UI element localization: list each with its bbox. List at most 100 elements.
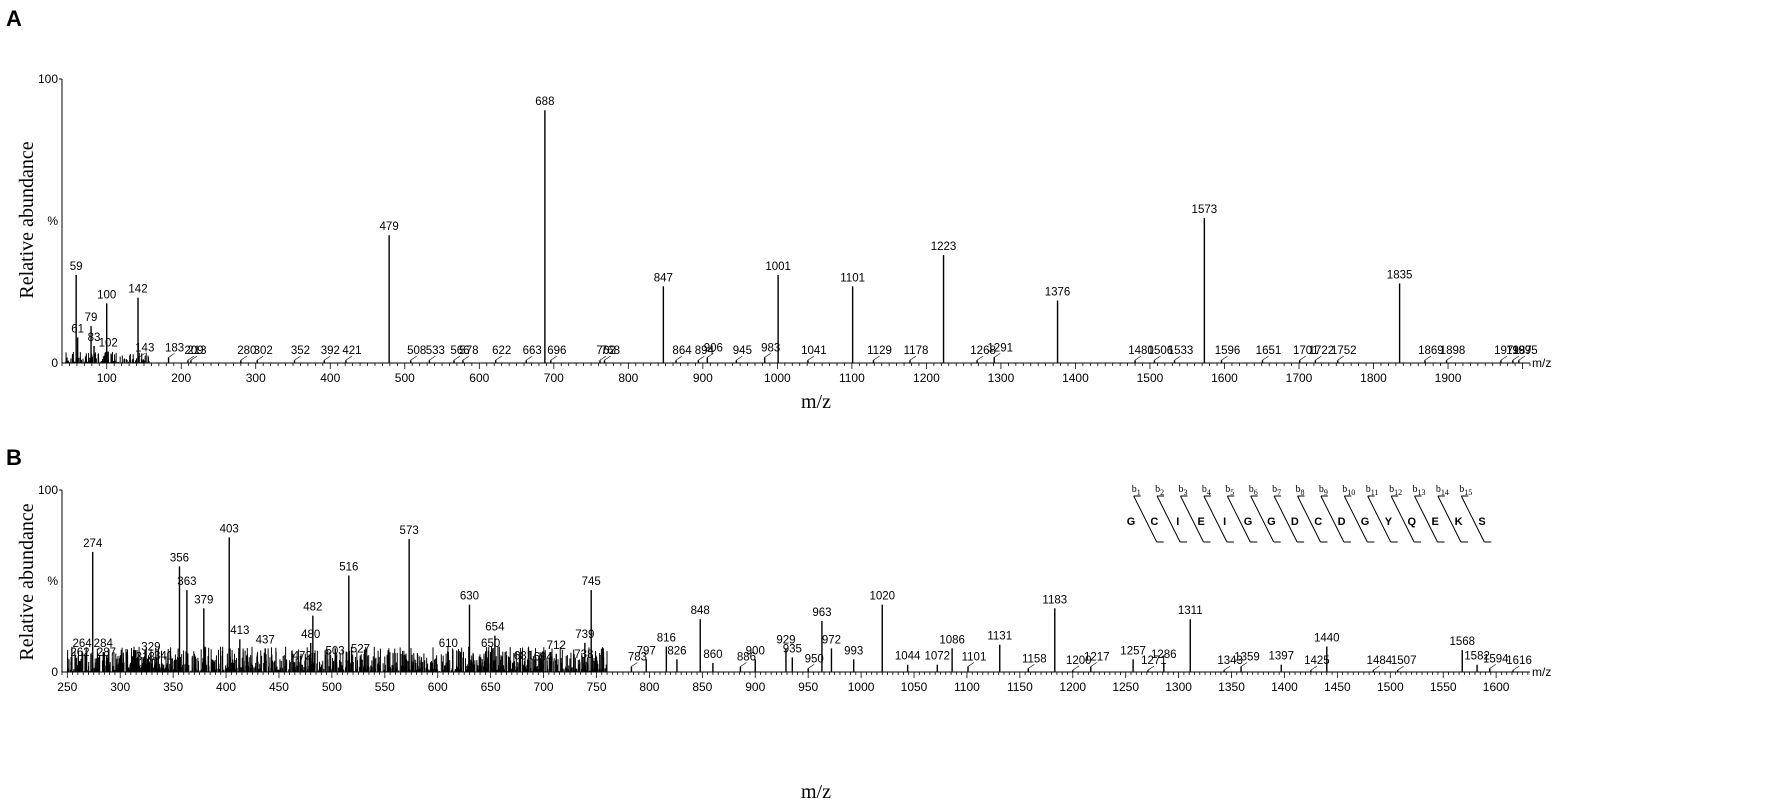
panel-b-peak-label-1217: 1217 <box>1084 652 1110 664</box>
panel-b-x-tick-1300: 1300 <box>1165 680 1192 694</box>
panel-b-peak-label-1158: 1158 <box>1022 653 1047 665</box>
panel-b-peak-label-610: 610 <box>439 638 458 650</box>
panel-b-peak-leader-1271 <box>1147 665 1155 671</box>
panel-b-peak-leader-1158 <box>1028 664 1035 669</box>
panel-a-peak-label-1223: 1223 <box>931 241 957 253</box>
panel-a-x-tick-200: 200 <box>171 371 191 385</box>
panel-a-y-tick-100: 100 <box>38 72 58 86</box>
sequence-residue: G <box>1361 516 1370 528</box>
panel-b-peak-label-1131: 1131 <box>987 631 1012 643</box>
panel-a-peak-label-1001: 1001 <box>765 261 791 273</box>
panel-a-peak-leader-1898 <box>1446 355 1453 361</box>
sequence-residue: E <box>1432 516 1439 528</box>
panel-a-peak-leader-1480 <box>1134 355 1142 361</box>
panel-a-x-tick-1600: 1600 <box>1211 371 1238 385</box>
panel-b-peak-label-356: 356 <box>170 552 189 564</box>
panel-a-peak-label-1506: 1506 <box>1148 345 1174 357</box>
panel-b-peak-leader-1425 <box>1310 665 1318 671</box>
panel-b-peak-label-900: 900 <box>746 645 765 657</box>
panel-b-peak-leader-886 <box>740 662 747 667</box>
sequence-residue: Y <box>1385 516 1393 528</box>
panel-a-peak-label-102: 102 <box>99 338 118 350</box>
panel-b-peak-label-1616: 1616 <box>1506 655 1532 667</box>
panel-a-peak-label-768: 768 <box>601 345 620 357</box>
panel-b-x-tick-1150: 1150 <box>1007 680 1033 694</box>
panel-b-peak-label-1101: 1101 <box>962 652 987 664</box>
panel-b-peak-leader-1217 <box>1090 662 1097 667</box>
panel-a-peak-label-762: 762 <box>596 345 615 357</box>
panel-a-x-tick-1100: 1100 <box>839 371 865 385</box>
panel-a-peak-label-1376: 1376 <box>1045 287 1071 299</box>
panel-a-peak-label-1041: 1041 <box>801 345 827 357</box>
panel-a-peak-label-1701: 1701 <box>1293 345 1319 357</box>
panel-b-peak-leader-1594 <box>1489 664 1496 669</box>
panel-b-peak-label-1440: 1440 <box>1314 633 1340 645</box>
panel-b-peak-label-1200: 1200 <box>1066 655 1092 667</box>
panel-a-peak-label-142: 142 <box>128 284 147 296</box>
panel-a-x-tick-1400: 1400 <box>1062 371 1089 385</box>
sequence-residue: D <box>1291 516 1299 528</box>
panel-a-peak-leader-1995 <box>1518 355 1525 361</box>
panel-b-x-tick-550: 550 <box>375 680 395 694</box>
panel-b-peak-label-1020: 1020 <box>869 591 895 603</box>
panel-b-peak-label-1311: 1311 <box>1178 605 1203 617</box>
sequence-residue: C <box>1314 516 1322 528</box>
panel-b-peak-leader-1616 <box>1512 665 1520 671</box>
panel-b-x-tick-1250: 1250 <box>1112 680 1139 694</box>
panel-b-peak-label-1072: 1072 <box>924 651 950 663</box>
panel-b-peak-label-1359: 1359 <box>1234 652 1260 664</box>
panel-b-peak-label-329: 329 <box>141 642 160 654</box>
panel-b-peak-label-472: 472 <box>293 651 312 663</box>
panel-b-x-tick-350: 350 <box>163 680 183 694</box>
panel-a-peak-leader-622 <box>495 355 502 361</box>
b-ion-label: b10 <box>1342 484 1355 497</box>
panel-a-peak-label-280: 280 <box>237 345 256 357</box>
b-ion-label: b13 <box>1413 484 1426 497</box>
panel-b-peak-label-950: 950 <box>805 653 824 665</box>
panel-a-peak-leader-696 <box>550 355 558 361</box>
panel-b-peak-label-482: 482 <box>303 602 322 614</box>
panel-a-peak-leader-1971 <box>1500 355 1508 361</box>
panel-a-peak-label-1987: 1987 <box>1506 345 1532 357</box>
b-ion-label: b2 <box>1155 484 1164 497</box>
panel-b-y-tick-0: 0 <box>51 665 58 679</box>
panel-b-peak-label-712: 712 <box>547 640 566 652</box>
panel-a-peak-label-1101: 1101 <box>840 272 865 284</box>
panel-a-peak-leader-1291 <box>994 353 1001 358</box>
panel-b-x-tick-300: 300 <box>110 680 130 694</box>
b-ion-label: b1 <box>1132 484 1141 497</box>
b-ion-cleavage-line <box>1297 495 1321 543</box>
panel-a-peak-leader-894 <box>698 355 705 361</box>
panel-a-peak-label-183: 183 <box>165 342 184 354</box>
sequence-residue: E <box>1198 516 1205 528</box>
panel-a-peak-leader-864 <box>675 355 683 361</box>
panel-b-peak-leader-694 <box>537 662 544 667</box>
panel-b-peak-label-287: 287 <box>97 647 116 659</box>
panel-b-x-tick-900: 900 <box>745 680 765 694</box>
b-ion-cleavage-line <box>1460 495 1485 543</box>
panel-a-peak-label-1971: 1971 <box>1494 345 1520 357</box>
panel-b-peak-label-826: 826 <box>667 645 686 657</box>
panel-b-peak-label-379: 379 <box>194 594 213 606</box>
panel-b-x-tick-500: 500 <box>322 680 342 694</box>
b-ion-label: b3 <box>1179 484 1188 497</box>
panel-b-peak-label-1044: 1044 <box>895 651 921 663</box>
panel-a-y-tick-percent: % <box>47 214 58 228</box>
panel-a-x-tick-1900: 1900 <box>1435 371 1462 385</box>
panel-a-peak-label-479: 479 <box>380 221 399 233</box>
b-ion-label: b14 <box>1436 484 1449 497</box>
panel-a-peak-leader-566 <box>453 355 461 361</box>
panel-a-x-tick-300: 300 <box>246 371 266 385</box>
panel-a-peak-leader-945 <box>736 355 743 361</box>
panel-a-peak-label-533: 533 <box>426 345 445 357</box>
panel-a-peak-leader-1987 <box>1512 355 1520 361</box>
panel-b-peak-label-745: 745 <box>582 576 601 588</box>
panel-b-x-tick-1450: 1450 <box>1324 680 1351 694</box>
panel-b-peak-label-1397: 1397 <box>1268 651 1294 663</box>
panel-b-peak-label-1286: 1286 <box>1151 649 1177 661</box>
panel-b-peak-leader-1200 <box>1072 665 1079 671</box>
panel-a-peak-leader-533 <box>429 355 436 361</box>
b-ion-label: b15 <box>1459 484 1472 497</box>
panel-a-peak-label-566: 566 <box>450 345 469 357</box>
panel-a-peak-leader-508 <box>410 355 417 361</box>
